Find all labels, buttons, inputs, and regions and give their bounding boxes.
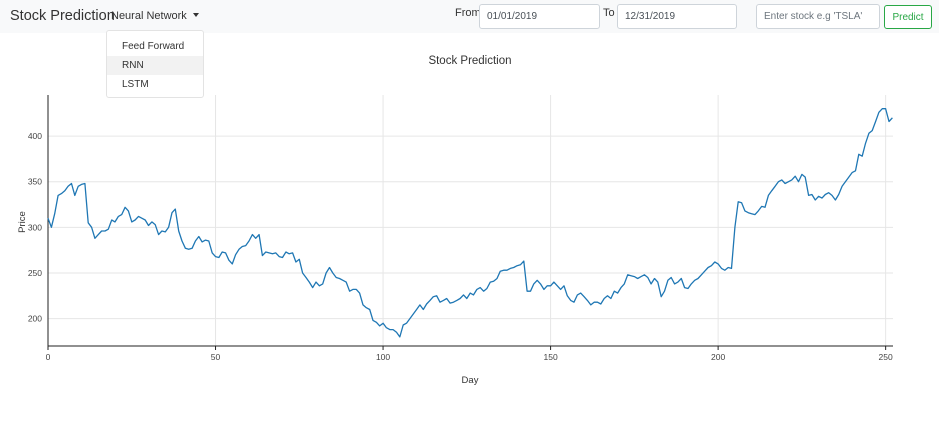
dropdown-item-lstm[interactable]: LSTM — [122, 79, 149, 90]
to-label: To — [603, 7, 615, 19]
x-tick-label: 150 — [543, 352, 557, 362]
x-tick-label: 250 — [879, 352, 893, 362]
x-tick-label: 50 — [211, 352, 221, 362]
chart-grid — [47, 95, 893, 346]
y-tick-label: 300 — [28, 222, 42, 232]
y-axis-ticks: 200 250 300 350 400 — [28, 131, 42, 324]
x-axis-title: Day — [462, 375, 479, 386]
model-dropdown-menu: Feed Forward RNN LSTM — [106, 30, 204, 98]
dropdown-item-feed-forward[interactable]: Feed Forward — [122, 41, 185, 52]
y-tick-label: 200 — [28, 314, 42, 324]
x-tick-label: 0 — [46, 352, 51, 362]
model-dropdown-toggle[interactable]: Neural Network — [111, 10, 199, 22]
brand-title[interactable]: Stock Prediction — [10, 8, 115, 24]
x-tick-label: 100 — [376, 352, 390, 362]
predict-button[interactable]: Predict — [884, 5, 932, 29]
price-series-line — [47, 108, 893, 338]
chart-title: Stock Prediction — [428, 55, 511, 67]
navbar: Stock Prediction Neural Network From To … — [0, 0, 939, 33]
from-label: From — [455, 7, 481, 19]
model-dropdown-label: Neural Network — [111, 10, 187, 22]
y-tick-label: 250 — [28, 268, 42, 278]
from-date-input[interactable] — [479, 4, 600, 29]
stock-symbol-input[interactable] — [756, 4, 880, 29]
dropdown-item-rnn[interactable]: RNN — [107, 56, 203, 75]
x-axis-ticks: 0 50 100 150 200 250 — [46, 346, 893, 362]
x-tick-label: 200 — [711, 352, 725, 362]
y-tick-label: 400 — [28, 131, 42, 141]
y-axis-title: Price — [17, 211, 28, 233]
to-date-input[interactable] — [617, 4, 737, 29]
y-tick-label: 350 — [28, 177, 42, 187]
caret-down-icon — [192, 13, 199, 17]
